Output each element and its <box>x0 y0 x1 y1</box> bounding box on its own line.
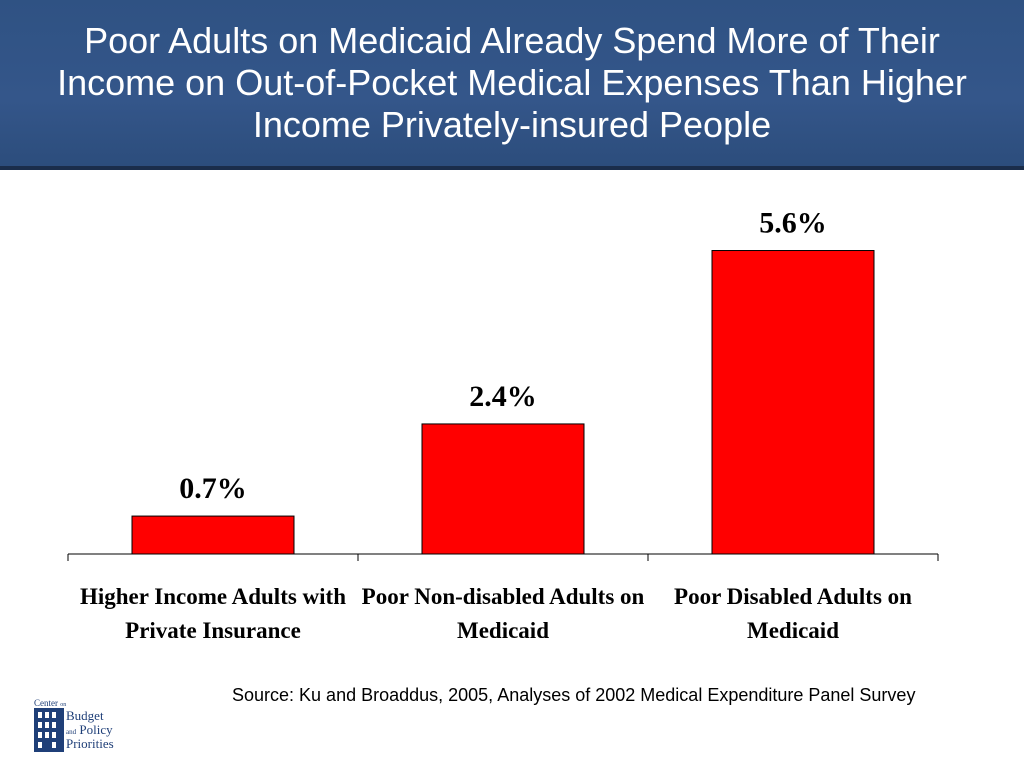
logo-building-icon <box>34 708 64 752</box>
category-label-higher-income: Higher Income Adults with Private Insura… <box>79 584 347 643</box>
data-labels-group: 0.7% 2.4% 5.6% <box>179 207 827 506</box>
bars-group <box>131 250 875 555</box>
bar-higher-income <box>131 515 295 555</box>
x-axis <box>67 553 939 561</box>
data-label-poor-non-disabled: 2.4% <box>469 380 537 413</box>
logo-text-policy: and Policy <box>66 722 113 737</box>
bar-poor-disabled <box>711 250 875 555</box>
slide-title: Poor Adults on Medicaid Already Spend Mo… <box>57 20 967 145</box>
logo-text-center: Center on <box>34 698 66 708</box>
logo-text-priorities: Priorities <box>66 736 114 751</box>
data-label-poor-disabled: 5.6% <box>759 207 827 240</box>
cbpp-logo: Center on Budget and Policy Priorities <box>34 698 114 752</box>
source-note: Source: Ku and Broaddus, 2005, Analyses … <box>232 685 916 705</box>
category-label-poor-disabled: Poor Disabled Adults on Medicaid <box>674 584 912 643</box>
data-label-higher-income: 0.7% <box>179 472 247 505</box>
title-bar: Poor Adults on Medicaid Already Spend Mo… <box>0 0 1024 170</box>
logo-text-budget: Budget <box>66 708 104 723</box>
bar-poor-non-disabled <box>421 423 585 555</box>
category-label-poor-non-disabled: Poor Non-disabled Adults on Medicaid <box>361 584 645 643</box>
